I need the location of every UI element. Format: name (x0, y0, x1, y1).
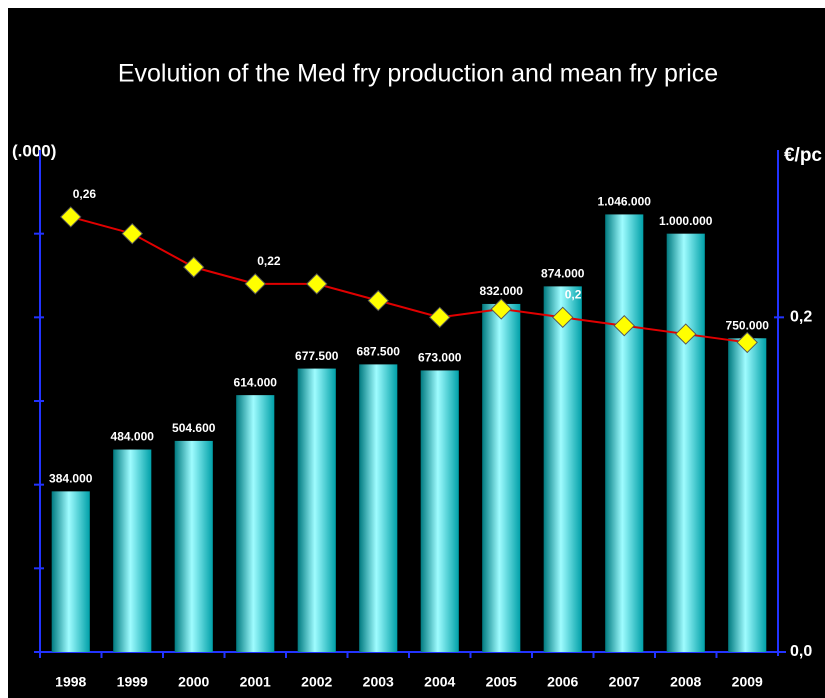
line-marker (613, 314, 635, 337)
bar (605, 214, 644, 652)
bar-value-label: 504.600 (172, 421, 216, 435)
x-tick-label: 2003 (363, 674, 394, 690)
y-axis-label: (.000) (12, 141, 56, 160)
x-tick-label: 2000 (178, 674, 209, 690)
line (70, 215, 748, 344)
line-marker (429, 306, 451, 329)
y2-axis-label: €/pc (784, 145, 822, 166)
bar-value-label: 673.000 (418, 351, 462, 365)
line-marker (244, 273, 266, 295)
bar-value-label: 384.000 (49, 472, 93, 486)
bar (359, 364, 398, 652)
bar (666, 233, 705, 652)
bar-value-label: 677.500 (295, 349, 339, 363)
x-tick-label: 1999 (117, 674, 148, 690)
line-value-label: 0,22 (257, 254, 281, 268)
bar-value-label: 614.000 (234, 375, 278, 389)
x-tick-label: 2004 (424, 674, 455, 690)
bar-value-label: 1.000.000 (659, 214, 713, 228)
bar-value-label: 832.000 (480, 284, 524, 298)
bar-value-label: 750.000 (726, 318, 770, 332)
bar-value-label: 1.046.000 (598, 195, 652, 209)
line-value-label: 0,26 (73, 187, 97, 201)
x-tick-label: 2008 (670, 674, 701, 690)
x-tick-label: 2006 (547, 674, 578, 690)
line-marker (367, 289, 389, 312)
bar-value-label: 874.000 (541, 267, 585, 281)
y2-tick-label: 0,0 (790, 643, 812, 660)
y2-tick-label: 0,2 (790, 309, 812, 326)
x-tick-label: 2005 (486, 674, 517, 690)
bar (113, 449, 152, 652)
bar (543, 286, 582, 652)
line-marker (490, 298, 512, 320)
x-tick-label: 2009 (732, 674, 763, 690)
line-marker (306, 273, 328, 295)
bar (728, 338, 767, 652)
bar (236, 395, 275, 652)
x-tick-label: 2007 (609, 674, 640, 690)
bar (297, 368, 336, 652)
bar (420, 370, 459, 652)
x-tick-label: 2002 (301, 674, 332, 690)
chart-title: Evolution of the Med fry production and … (118, 60, 718, 88)
x-tick-label: 1998 (55, 674, 86, 690)
line-marker (736, 331, 758, 354)
line-marker (60, 206, 82, 228)
bar (51, 491, 90, 652)
line-marker (121, 222, 143, 245)
line-marker (183, 256, 205, 278)
line-marker (675, 323, 697, 345)
x-tick-label: 2001 (240, 674, 271, 690)
bar (174, 440, 213, 652)
line-value-label: 0,2 (565, 288, 582, 302)
bar (482, 303, 521, 652)
bar-value-label: 484.000 (111, 430, 155, 444)
bar-value-label: 687.500 (357, 345, 401, 359)
line-marker (552, 306, 574, 329)
